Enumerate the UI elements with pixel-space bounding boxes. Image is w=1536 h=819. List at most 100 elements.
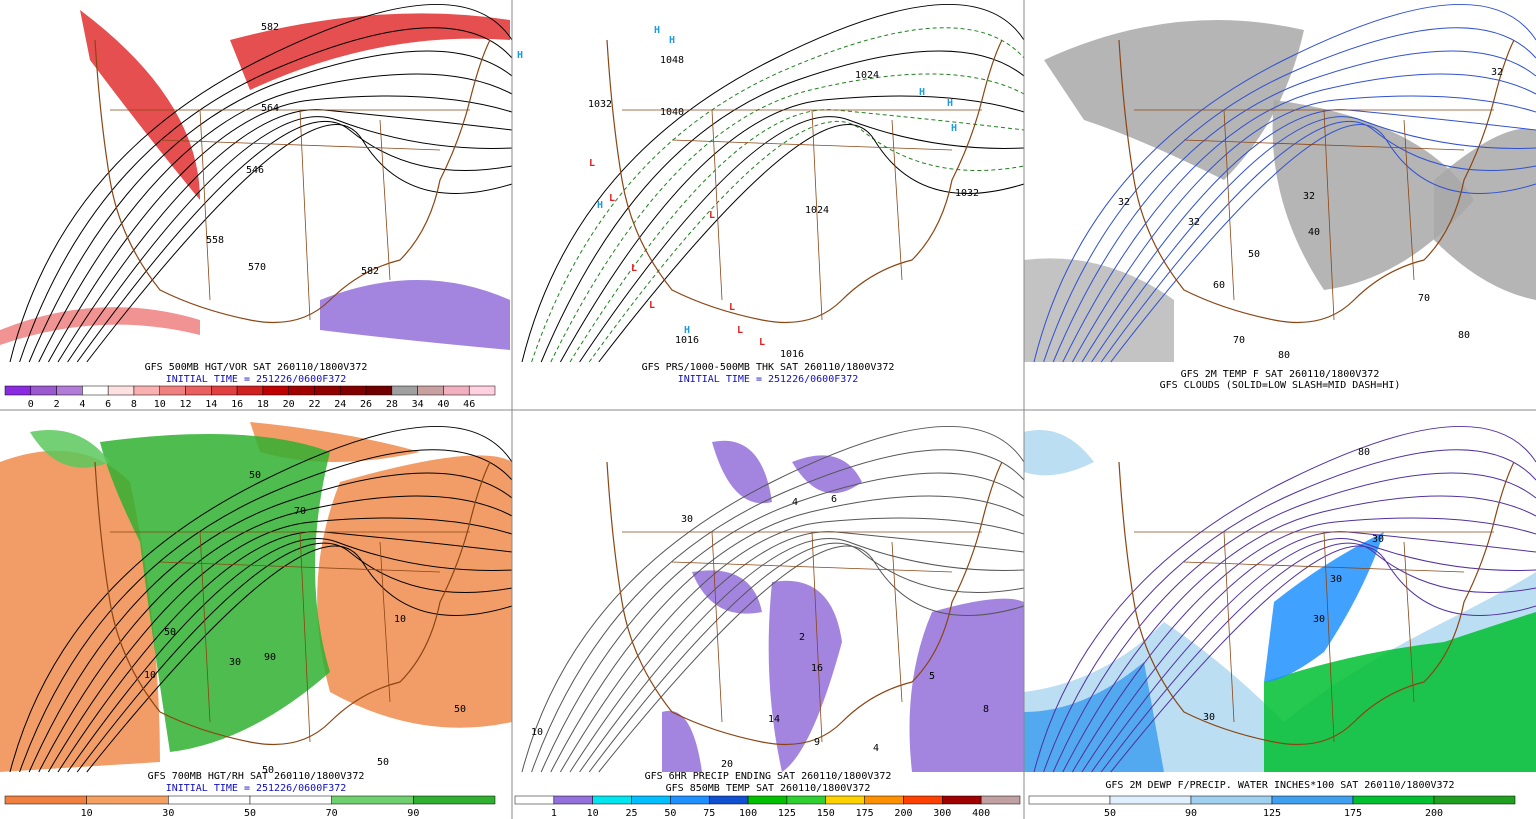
- colorbar-label: 14: [205, 399, 217, 410]
- contour-line: [521, 425, 1025, 773]
- map-layer: 32 32 32 32 40 50 60 70 80 70 80: [1024, 3, 1536, 363]
- colorbar-segment: [236, 385, 264, 396]
- map-label: 80: [1278, 350, 1290, 361]
- map-label: L: [609, 193, 615, 204]
- contour-line: [1033, 3, 1536, 363]
- coastline: [94, 39, 491, 324]
- map-label: 30: [1313, 614, 1325, 625]
- borders: [622, 109, 982, 321]
- contour-line: [38, 73, 513, 363]
- caption: GFS 2M DEWP F/PRECIP. WATER INCHES*100 S…: [1105, 780, 1454, 791]
- borders: [1134, 109, 1494, 321]
- colorbar-label: 46: [463, 399, 475, 410]
- map-label: 1032: [588, 99, 612, 110]
- colorbar-label: 50: [1104, 808, 1116, 819]
- colorbar-label: 1: [551, 808, 557, 819]
- colorbar-segment: [1190, 795, 1273, 805]
- caption: GFS PRS/1000-500MB THK SAT 260110/1800V3…: [642, 362, 895, 373]
- contour-line: [1043, 27, 1536, 363]
- colorbar-label: 28: [386, 399, 398, 410]
- coastline: [94, 461, 491, 746]
- colorbar-segment: [708, 795, 749, 805]
- map-label: 70: [294, 506, 306, 517]
- colorbar-segment: [133, 385, 160, 396]
- coastline: [1118, 461, 1515, 746]
- map-label: 32: [1118, 197, 1130, 208]
- map-label: L: [729, 302, 735, 313]
- map-label: L: [649, 300, 655, 311]
- shaded-area: [320, 280, 510, 350]
- colorbar-segment: [1352, 795, 1435, 805]
- contour-line: [19, 449, 513, 773]
- colorbar-segment: [56, 385, 83, 396]
- map-label: 14: [768, 714, 780, 725]
- contour-line: [76, 542, 513, 773]
- colorbar-segment: [1271, 795, 1354, 805]
- shaded-area: [792, 455, 862, 494]
- colorbar-segment: [82, 385, 109, 396]
- colorbar-segment: [185, 385, 212, 396]
- shaded-area: [230, 13, 510, 91]
- map-label: 30: [1330, 574, 1342, 585]
- shaded-area: [909, 598, 1024, 772]
- map-label: H: [654, 25, 660, 36]
- shaded-area: [1044, 20, 1304, 180]
- map-label: 1016: [675, 335, 699, 346]
- colorbar-segment: [1433, 795, 1516, 805]
- colorbar-segment: [417, 385, 444, 396]
- colorbar-segment: [942, 795, 982, 805]
- contour-line: [598, 545, 1025, 773]
- map-layer: 50 70 50 30 90 10 50 50 50 10: [0, 422, 513, 776]
- contour-line: [57, 531, 513, 773]
- colorbar-segment: [159, 385, 186, 396]
- contour-line: [588, 121, 1025, 363]
- contour-line: [9, 425, 513, 773]
- map-label: 582: [261, 22, 279, 33]
- map-layer: 10481032104010241032102410161016HHHHHHHH…: [517, 3, 1025, 363]
- map-label: 70: [1418, 293, 1430, 304]
- colorbar-label: 400: [972, 808, 990, 819]
- shaded-area: [1024, 430, 1094, 476]
- contour-line: [569, 531, 1025, 773]
- colorbar-segment: [4, 385, 32, 396]
- colorbar-segment: [340, 385, 367, 396]
- contour-line: [1100, 542, 1536, 773]
- colorbar-segment: [468, 385, 496, 396]
- shaded-area: [662, 710, 702, 772]
- map-label: 8: [983, 704, 989, 715]
- map-layer: 582 564 546 558 570 582: [0, 3, 513, 363]
- contour-line: [86, 545, 513, 773]
- colorbar-label: 200: [894, 808, 912, 819]
- map-label: 570: [248, 262, 266, 273]
- colorbar-label: 200: [1425, 808, 1443, 819]
- map-label: L: [631, 263, 637, 274]
- contour-line: [1052, 472, 1536, 773]
- map-label: H: [517, 50, 523, 61]
- contour-line: [531, 449, 1025, 773]
- contour-line: [57, 109, 513, 363]
- map-label: 6: [831, 494, 837, 505]
- caption: INITIAL TIME = 251226/0600F372: [166, 374, 347, 385]
- colorbar-segment: [1028, 795, 1111, 805]
- colorbar-label: 75: [703, 808, 715, 819]
- colorbar-label: 25: [626, 808, 638, 819]
- contour-line: [1071, 517, 1536, 773]
- map-label: 70: [1233, 335, 1245, 346]
- map-label: H: [669, 35, 675, 46]
- contour-line: [588, 542, 1025, 773]
- map-label: 16: [811, 663, 823, 674]
- shaded-area: [1264, 532, 1384, 682]
- map-label: 10: [531, 727, 543, 738]
- contour-line: [550, 495, 1025, 773]
- contour-line: [9, 3, 513, 363]
- contour-line: [1062, 495, 1536, 773]
- colorbar-segment: [443, 385, 470, 396]
- contour-line: [1110, 124, 1536, 363]
- colorbar-segment: [314, 385, 341, 396]
- contour-line: [569, 109, 1025, 363]
- colorbar-segment: [331, 795, 414, 805]
- shaded-area: [100, 434, 330, 752]
- borders: [110, 109, 470, 321]
- contour-line: [47, 517, 513, 773]
- map-label: H: [951, 123, 957, 134]
